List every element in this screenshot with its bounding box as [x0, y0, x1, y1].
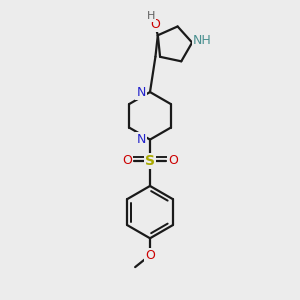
Text: O: O [150, 18, 160, 31]
Text: NH: NH [193, 34, 212, 47]
Text: S: S [145, 154, 155, 168]
Text: H: H [147, 11, 155, 21]
Text: N: N [136, 85, 146, 98]
Text: N: N [136, 133, 146, 146]
Text: O: O [168, 154, 178, 167]
Text: O: O [145, 249, 155, 262]
Text: O: O [122, 154, 132, 167]
